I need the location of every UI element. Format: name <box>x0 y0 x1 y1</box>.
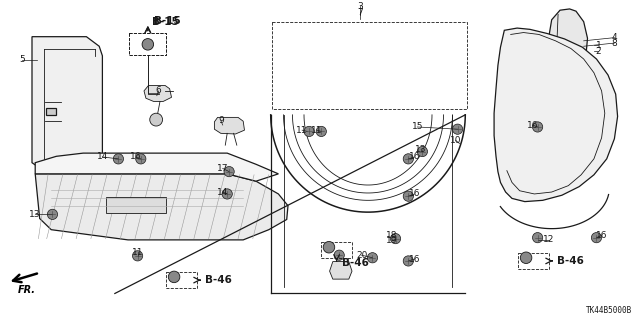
Text: 19: 19 <box>386 236 397 245</box>
Text: 16: 16 <box>409 189 420 198</box>
Text: 8: 8 <box>612 39 617 48</box>
Text: 5: 5 <box>19 56 24 64</box>
Text: 20: 20 <box>356 251 367 260</box>
Circle shape <box>334 250 344 260</box>
Text: 14: 14 <box>217 188 228 197</box>
Circle shape <box>143 39 153 49</box>
Text: 12: 12 <box>543 235 555 244</box>
Circle shape <box>304 126 314 137</box>
Circle shape <box>150 113 163 126</box>
Circle shape <box>113 154 124 164</box>
Circle shape <box>224 167 234 177</box>
Text: 16: 16 <box>130 152 141 161</box>
Text: 16: 16 <box>596 231 607 240</box>
Bar <box>166 272 197 288</box>
Circle shape <box>367 253 378 263</box>
Text: 16: 16 <box>409 255 420 263</box>
Text: 11: 11 <box>311 126 323 135</box>
Text: 15: 15 <box>412 122 423 131</box>
Circle shape <box>47 209 58 219</box>
Circle shape <box>403 154 413 164</box>
Polygon shape <box>330 262 352 279</box>
Bar <box>272 22 467 109</box>
Text: B-15: B-15 <box>154 16 180 26</box>
Bar <box>321 242 352 258</box>
Circle shape <box>417 146 428 157</box>
Circle shape <box>132 251 143 261</box>
Circle shape <box>222 189 232 199</box>
Circle shape <box>532 233 543 243</box>
Circle shape <box>591 233 602 243</box>
Circle shape <box>390 234 401 244</box>
Text: B-46: B-46 <box>205 275 232 285</box>
Polygon shape <box>494 28 618 202</box>
Text: 4: 4 <box>612 33 617 42</box>
Text: 1: 1 <box>596 41 601 50</box>
Text: 7: 7 <box>357 8 362 17</box>
Text: 13: 13 <box>29 210 41 219</box>
Polygon shape <box>106 197 166 213</box>
Circle shape <box>136 154 146 164</box>
Circle shape <box>142 39 154 50</box>
Circle shape <box>520 252 532 263</box>
Text: 3: 3 <box>357 2 362 11</box>
Text: TK44B5000B: TK44B5000B <box>586 306 632 315</box>
Text: 6: 6 <box>156 86 161 95</box>
Polygon shape <box>35 174 288 240</box>
Text: 9: 9 <box>218 116 223 125</box>
Bar <box>129 33 166 55</box>
Text: 17: 17 <box>217 164 228 173</box>
Text: B-15: B-15 <box>152 17 179 27</box>
Text: 11: 11 <box>296 126 308 135</box>
Polygon shape <box>32 37 102 180</box>
Bar <box>518 253 549 269</box>
Text: 11: 11 <box>132 248 143 256</box>
Circle shape <box>403 256 413 266</box>
Polygon shape <box>35 153 278 181</box>
Text: 16: 16 <box>409 152 420 161</box>
Circle shape <box>403 191 413 201</box>
Circle shape <box>452 124 463 134</box>
Bar <box>129 33 166 55</box>
Polygon shape <box>144 85 172 101</box>
Text: B-46: B-46 <box>342 258 369 268</box>
Polygon shape <box>46 108 56 115</box>
Circle shape <box>316 126 326 137</box>
Polygon shape <box>547 9 588 87</box>
Polygon shape <box>214 117 244 134</box>
Text: 16: 16 <box>527 121 538 130</box>
Text: 14: 14 <box>97 152 108 161</box>
Text: 18: 18 <box>386 231 397 240</box>
Circle shape <box>532 122 543 132</box>
Circle shape <box>323 241 335 253</box>
Text: 13: 13 <box>415 145 427 154</box>
Text: FR.: FR. <box>18 285 36 295</box>
Circle shape <box>168 271 180 283</box>
Text: 2: 2 <box>596 47 601 56</box>
Text: 10: 10 <box>450 136 461 145</box>
Text: B-46: B-46 <box>557 256 584 266</box>
